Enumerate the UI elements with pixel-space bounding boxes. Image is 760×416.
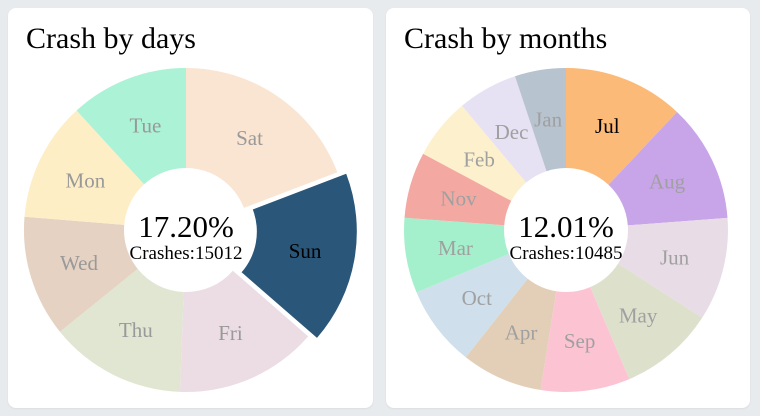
pie-slice-mar[interactable]: [404, 217, 509, 293]
pie-slice-sep[interactable]: [540, 287, 630, 392]
pie-slice-fri[interactable]: [179, 270, 309, 393]
pie-slice-mon[interactable]: [24, 110, 145, 225]
slice-label-sat: Sat: [236, 126, 263, 150]
pie-slice-thu[interactable]: [59, 268, 184, 392]
months-card-title: Crash by months: [404, 22, 608, 55]
slice-label-jul: Jul: [595, 114, 620, 138]
pie-slice-jun[interactable]: [618, 217, 728, 318]
slice-label-fri: Fri: [218, 321, 243, 345]
pie-slice-aug[interactable]: [608, 112, 728, 226]
slice-label-mon: Mon: [66, 169, 106, 193]
slice-label-nov: Nov: [440, 187, 477, 211]
pie-slice-oct[interactable]: [416, 253, 528, 358]
pie-slice-tue[interactable]: [76, 68, 186, 185]
slice-label-thu: Thu: [119, 318, 153, 342]
slice-label-apr: Apr: [505, 321, 538, 345]
crash-by-days-card: Sat Sun Fri Thu Wed Mon Tue Crash by days 17.2…: [8, 8, 373, 408]
crash-by-months-card: Jul Aug Jun May Sep Apr Oct Mar Nov Feb Dec Jan Cra…: [386, 8, 750, 408]
days-card-title: Crash by days: [26, 22, 196, 55]
slice-label-sep: Sep: [564, 329, 596, 353]
slice-label-dec: Dec: [495, 120, 529, 144]
pie-slice-feb[interactable]: [423, 105, 527, 201]
slice-label-feb: Feb: [463, 147, 495, 171]
slice-label-may: May: [619, 304, 658, 328]
pie-slice-may[interactable]: [590, 263, 703, 380]
slice-label-aug: Aug: [649, 170, 686, 194]
days-donut-chart: Sat Sun Fri Thu Wed Mon Tue: [23, 68, 357, 393]
pie-slice-apr[interactable]: [465, 278, 557, 390]
slice-label-mar: Mar: [438, 236, 473, 260]
pie-slice-dec[interactable]: [462, 76, 547, 183]
pie-slice-jul[interactable]: [566, 68, 677, 185]
pie-slice-nov[interactable]: [404, 153, 512, 226]
slice-label-oct: Oct: [462, 286, 492, 310]
pie-slice-sun[interactable]: [241, 173, 357, 338]
pie-slice-wed[interactable]: [23, 216, 138, 332]
pie-slice-jan[interactable]: [515, 67, 566, 172]
slice-label-jun: Jun: [660, 246, 690, 270]
slice-label-wed: Wed: [60, 251, 98, 275]
pie-slice-sat[interactable]: [186, 68, 338, 208]
slice-label-tue: Tue: [129, 114, 161, 138]
slice-label-sun: Sun: [289, 239, 322, 263]
slice-label-jan: Jan: [534, 107, 562, 131]
